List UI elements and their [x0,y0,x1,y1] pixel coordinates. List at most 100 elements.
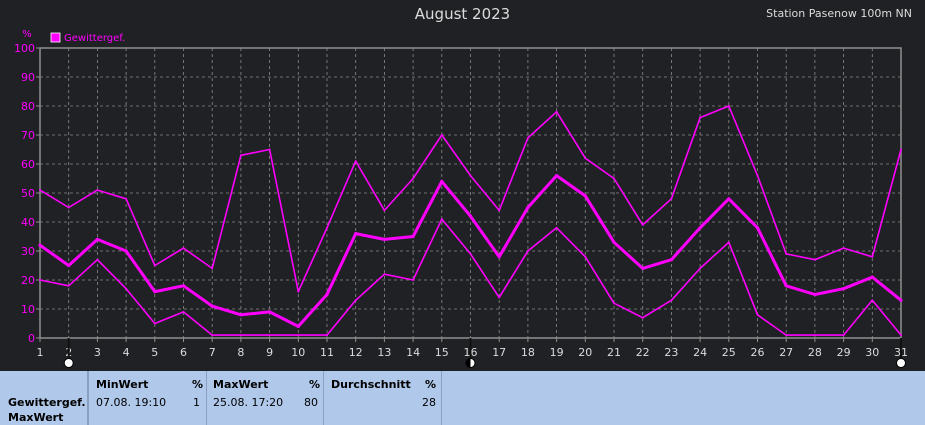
data-point-max [354,160,357,163]
data-point-min [613,302,615,305]
max-header: MaxWert [213,378,269,391]
data-point-avg [612,240,616,244]
data-point-avg [899,298,903,302]
x-tick-label: 3 [94,346,101,359]
data-point-max [555,110,558,113]
x-tick-label: 22 [636,346,650,359]
data-point-max [756,174,759,177]
max-unit: % [309,378,321,391]
param-cell [0,371,88,425]
data-point-avg [296,324,300,328]
data-point-max [326,226,328,229]
data-point-min [211,334,214,337]
data-point-min [182,310,185,313]
data-point-min [813,334,816,337]
data-point-avg [755,226,760,230]
min-header: MinWert [96,378,149,391]
y-tick-label: 40 [21,216,35,229]
x-tick-label: 12 [349,346,363,359]
data-point-min [526,250,529,252]
data-point-avg [95,237,99,241]
data-point-max [125,197,128,200]
x-tick-label: 23 [664,346,678,359]
data-point-min [842,334,845,337]
x-tick-label: 14 [406,346,420,359]
x-tick-label: 5 [151,346,158,359]
data-point-max [440,134,443,136]
data-point-max [641,223,644,226]
data-point-min [67,284,70,287]
legend-label: Gewittergef. [64,33,125,44]
param-label: Gewittergef. [8,396,86,409]
min-unit: % [192,378,204,391]
legend-swatch [50,32,61,43]
y-tick-label: 100 [14,42,35,55]
data-point-max [785,252,788,255]
data-point-max [842,247,845,250]
data-point-avg [124,249,128,253]
x-tick-label: 19 [550,346,564,359]
x-tick-label: 26 [751,346,765,359]
data-point-max [526,136,529,139]
chart: 0102030405060708090100123456789101112131… [14,29,908,368]
data-point-avg [698,226,702,230]
data-point-min [584,255,587,258]
x-tick-label: 11 [320,346,334,359]
data-point-min [125,287,128,290]
data-point-max [727,105,730,107]
data-point-min [96,258,99,261]
data-point-max [498,209,501,212]
data-point-avg [468,214,473,218]
data-point-avg [870,275,874,279]
data-point-avg [268,310,272,314]
data-point-avg [813,292,817,297]
data-point-max [297,290,300,293]
data-point-max [813,258,816,261]
full-moon-icon [63,358,74,368]
x-tick-label: 15 [435,346,449,359]
data-point-max [67,206,70,209]
data-point-avg [583,194,587,198]
data-point-avg [210,304,214,308]
data-point-avg [727,197,731,201]
x-tick-label: 7 [209,346,216,359]
x-tick-label: 20 [578,346,592,359]
x-tick-label: 6 [180,346,187,359]
data-point-max [182,247,185,250]
data-point-min [555,226,558,229]
data-point-max [699,116,702,119]
y-tick-label: 90 [21,71,35,84]
max-cell: MaxWert % 25.08. 17:20 80 [206,371,324,425]
x-tick-label: 4 [123,346,130,359]
stats-panel: Gewittergef. MaxWert MinWert % 07.08. 19… [0,371,925,425]
data-point-min [699,267,702,270]
data-point-max [39,189,41,192]
data-point-avg [555,174,559,178]
data-point-max [613,177,615,180]
data-point-avg [382,237,386,241]
x-tick-label: 17 [492,346,506,359]
min-value: 1 [193,396,200,409]
y-axis-unit: % [22,29,32,40]
y-tick-label: 60 [21,158,35,171]
data-point-avg [181,284,186,288]
x-tick-label: 29 [837,346,851,359]
y-tick-label: 30 [21,245,35,258]
x-tick-label: 8 [237,346,244,359]
data-point-avg [440,179,444,183]
data-point-min [354,299,357,302]
data-point-min [785,334,788,337]
x-tick-label: 27 [779,346,793,359]
data-point-max [469,174,472,177]
data-point-min [900,334,902,337]
x-tick-label: 9 [266,346,273,359]
data-point-min [297,334,300,337]
data-point-min [469,252,472,255]
data-point-max [153,264,156,267]
max-datetime: 25.08. 17:20 [213,396,284,409]
data-point-max [900,148,902,151]
data-point-avg [38,243,42,247]
data-point-min [727,241,730,244]
y-tick-label: 10 [21,303,35,316]
y-tick-label: 20 [21,274,35,287]
